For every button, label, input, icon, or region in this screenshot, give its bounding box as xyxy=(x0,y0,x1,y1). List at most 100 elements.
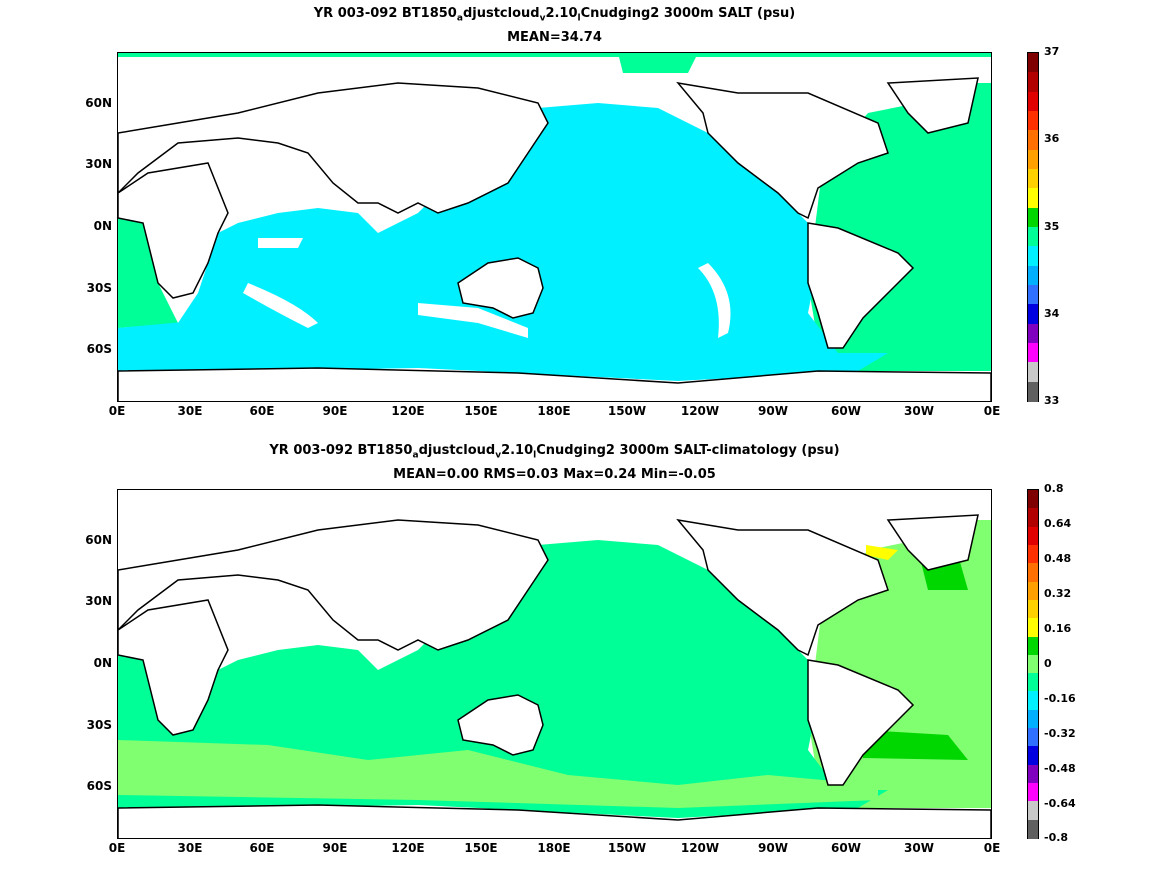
colorbar-segment xyxy=(1028,72,1038,93)
lon-label: 0E xyxy=(983,404,1001,418)
colorbar-segment xyxy=(1028,111,1038,131)
colorbar-segment xyxy=(1028,149,1038,170)
colorbar-segment xyxy=(1028,764,1038,784)
labrador-max-anomaly xyxy=(866,545,898,560)
southern-ocean-anomaly-band xyxy=(118,740,878,808)
lon-label: 30E xyxy=(177,404,203,418)
africa-outline xyxy=(118,162,229,299)
arctic-shading xyxy=(618,53,698,73)
ridge-gap xyxy=(418,303,528,338)
panel-title: YR 003-092 BT1850adjustcloudv2.10lCnudgi… xyxy=(269,443,840,461)
panel-title: YR 003-092 BT1850adjustcloudv2.10lCnudgi… xyxy=(313,6,796,24)
salinity-map xyxy=(117,52,992,402)
colorbar-segment xyxy=(1028,169,1038,189)
ridge-gap xyxy=(243,283,318,328)
colorbar-tick-label: 35 xyxy=(1044,220,1060,233)
lon-label: 120E xyxy=(391,841,425,855)
australia-outline xyxy=(457,257,544,319)
north-america-outline xyxy=(676,518,889,657)
ridge-gap xyxy=(258,238,303,248)
continent-outlines xyxy=(118,514,991,838)
colorbar-segment xyxy=(1028,783,1038,803)
south-america-outline xyxy=(807,222,915,349)
colorbar-segment xyxy=(1028,819,1038,839)
colorbar-tick-label: -0.8 xyxy=(1044,831,1069,844)
colorbar-segment xyxy=(1028,207,1038,228)
colorbar-segment xyxy=(1028,801,1038,821)
lon-label: 90W xyxy=(758,841,788,855)
eurasia-outline xyxy=(118,519,549,651)
eurasia-outline xyxy=(118,82,549,214)
colorbar-segment xyxy=(1028,673,1038,693)
lon-label: 150W xyxy=(607,404,647,418)
lon-label: 90E xyxy=(322,404,348,418)
lat-label: 60N xyxy=(85,96,112,110)
colorbar-tick-label: 36 xyxy=(1044,132,1060,145)
colorbar xyxy=(1027,489,1039,839)
map-canvas xyxy=(118,53,991,401)
colorbar-segment xyxy=(1028,53,1038,73)
antarctica-outline xyxy=(118,804,991,838)
salt-anomaly-panel: YR 003-092 BT1850adjustcloudv2.10lCnudgi… xyxy=(0,437,1167,875)
colorbar-tick-label: -0.64 xyxy=(1044,797,1076,810)
colorbar-segment xyxy=(1028,304,1038,325)
lat-label: 0N xyxy=(93,219,112,233)
colorbar-segment xyxy=(1028,265,1038,286)
indo-pacific-ocean-shading xyxy=(118,103,888,381)
lon-label: 0E xyxy=(108,841,126,855)
south-atlantic-west-shading xyxy=(118,218,178,328)
lon-label: 90E xyxy=(322,841,348,855)
lat-label: 0N xyxy=(93,656,112,670)
lon-label: 180E xyxy=(537,841,571,855)
colorbar-segment xyxy=(1028,728,1038,748)
lon-label: 60E xyxy=(249,404,275,418)
greenland-outline xyxy=(886,77,979,134)
lon-label: 0E xyxy=(108,404,126,418)
lon-label: 0E xyxy=(983,841,1001,855)
colorbar-segment xyxy=(1028,188,1038,209)
north-america-outline xyxy=(676,81,889,220)
colorbar-segment xyxy=(1028,362,1038,383)
antarctica-outline xyxy=(118,367,991,401)
colorbar-segment xyxy=(1028,544,1038,564)
colorbar-tick-label: 34 xyxy=(1044,307,1060,320)
australia-outline xyxy=(457,694,544,756)
colorbar-segment xyxy=(1028,746,1038,766)
southern-ocean-west-shading xyxy=(118,318,238,371)
colorbar-segment xyxy=(1028,636,1038,656)
colorbar-segment xyxy=(1028,285,1038,305)
lat-label: 30N xyxy=(85,157,112,171)
colorbar-tick-label: -0.48 xyxy=(1044,762,1076,775)
lat-label: 30S xyxy=(86,281,112,295)
colorbar-tick-label: 0.64 xyxy=(1044,517,1072,530)
lat-label: 60S xyxy=(86,342,112,356)
colorbar-segment xyxy=(1028,599,1038,619)
lon-label: 120W xyxy=(680,404,720,418)
lon-label: 60E xyxy=(249,841,275,855)
colorbar-segment xyxy=(1028,323,1038,344)
colorbar-tick-label: 0 xyxy=(1044,657,1052,670)
lon-label: 180E xyxy=(537,404,571,418)
arctic-shading-2 xyxy=(118,53,991,57)
colorbar-tick-label: 37 xyxy=(1044,45,1060,58)
lat-label: 30S xyxy=(86,718,112,732)
south-atlantic-high-anomaly xyxy=(863,730,968,760)
indo-pacific-anomaly-shading xyxy=(118,540,888,818)
map-canvas xyxy=(118,514,991,838)
lon-label: 150W xyxy=(607,841,647,855)
colorbar-segment xyxy=(1028,563,1038,583)
panel-subtitle: MEAN=0.00 RMS=0.03 Max=0.24 Min=-0.05 xyxy=(393,467,716,482)
colorbar-segment xyxy=(1028,91,1038,112)
colorbar-segment xyxy=(1028,526,1038,546)
colorbar-segment xyxy=(1028,709,1038,729)
colorbar-tick-label: 33 xyxy=(1044,394,1060,407)
colorbar-segment xyxy=(1028,343,1038,363)
lat-label: 60N xyxy=(85,533,112,547)
colorbar-segment xyxy=(1028,654,1038,674)
colorbar-segment xyxy=(1028,691,1038,711)
lon-label: 90W xyxy=(758,404,788,418)
colorbar-tick-label: 0.16 xyxy=(1044,622,1072,635)
lon-label: 30W xyxy=(904,841,934,855)
lon-label: 120W xyxy=(680,841,720,855)
colorbar-tick-label: 0.8 xyxy=(1044,482,1064,495)
